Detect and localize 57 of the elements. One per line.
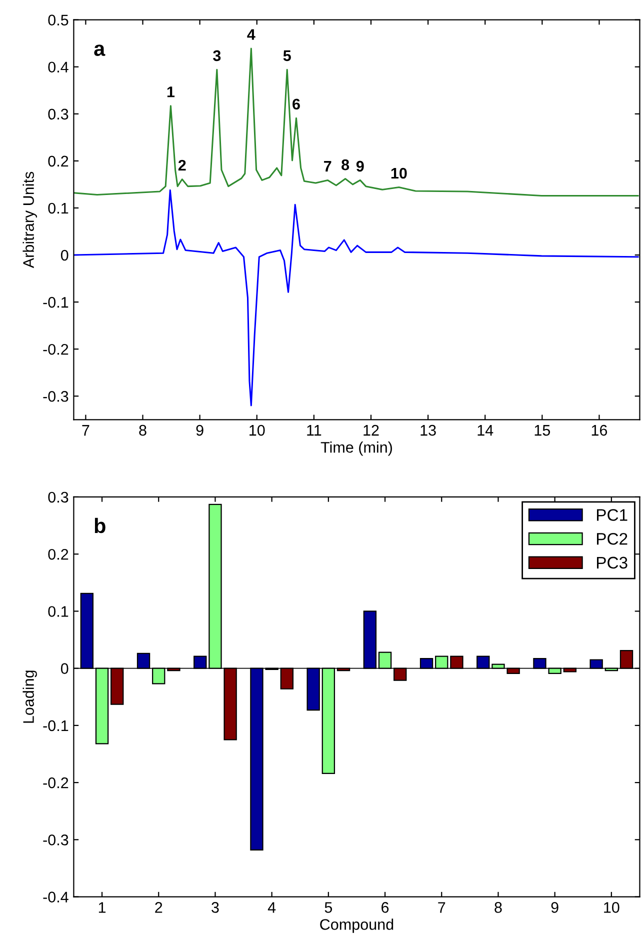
annotation: 1 [167, 86, 175, 98]
y-tick-label: -0.2 [43, 344, 68, 355]
x-tick-label: 16 [592, 424, 608, 436]
y-tick-label: -0.2 [43, 777, 68, 788]
x-tick-label: 8 [494, 902, 502, 913]
annotation: 3 [213, 50, 221, 62]
y-tick-label: 0 [60, 250, 68, 261]
annotation: b [94, 518, 106, 534]
x-tick-label: 9 [551, 902, 558, 913]
x-tick-label: 4 [268, 902, 276, 913]
annotation: 4 [247, 29, 256, 40]
y-tick-label: 0.3 [48, 492, 68, 503]
y-tick-label: 0.5 [48, 14, 68, 26]
x-tick-label: 10 [250, 424, 265, 436]
x-tick-label: 8 [139, 424, 146, 436]
x-tick-label: 12 [364, 424, 379, 436]
annotation: 9 [356, 160, 364, 172]
x-tick-label: 7 [82, 425, 90, 436]
x-tick-label: 11 [307, 425, 322, 436]
x-tick-label: 7 [438, 902, 446, 913]
y-tick-label: 0.3 [48, 108, 68, 120]
x-tick-label: 5 [324, 902, 332, 913]
y-tick-label: -0.4 [43, 892, 68, 902]
y-tick-label: 0.2 [48, 548, 68, 560]
annotation: a [94, 44, 106, 56]
x-tick-label: 10 [604, 902, 620, 913]
y-tick-label: 0.2 [48, 156, 68, 167]
y-tick-label: 0.1 [48, 202, 68, 214]
legend-label: PC2 [596, 532, 628, 545]
y-tick-label: -0.3 [43, 834, 68, 846]
legend-label: PC1 [596, 509, 628, 521]
x-tick-label: 15 [534, 425, 550, 436]
annotation: 5 [283, 50, 291, 62]
line-series [74, 189, 639, 406]
y-axis-title: Arbitrary Units [22, 172, 37, 268]
y-tick-label: -0.1 [43, 296, 68, 308]
y-axis-title: Loading [22, 670, 37, 723]
annotation: 7 [324, 160, 332, 172]
y-tick-label: -0.1 [43, 720, 68, 732]
x-tick-label: 13 [420, 424, 436, 436]
annotation: 2 [178, 160, 186, 171]
y-tick-label: -0.3 [43, 390, 68, 402]
annotation: 8 [342, 159, 350, 170]
y-tick-label: 0.1 [48, 606, 68, 617]
x-tick-label: 3 [212, 902, 219, 913]
x-tick-label: 14 [478, 425, 494, 436]
annotation: 6 [292, 98, 300, 110]
x-tick-label: 6 [382, 902, 389, 913]
x-axis-title: Compound [320, 918, 394, 933]
x-tick-label: 9 [196, 424, 204, 436]
legend-label: PC3 [596, 556, 628, 569]
x-axis-title: Time (min) [320, 442, 392, 456]
x-tick-label: 2 [155, 902, 162, 913]
x-tick-label: 1 [98, 902, 106, 913]
y-tick-label: 0.4 [48, 62, 68, 73]
annotation: 10 [391, 168, 407, 179]
y-tick-label: 0 [60, 663, 68, 674]
